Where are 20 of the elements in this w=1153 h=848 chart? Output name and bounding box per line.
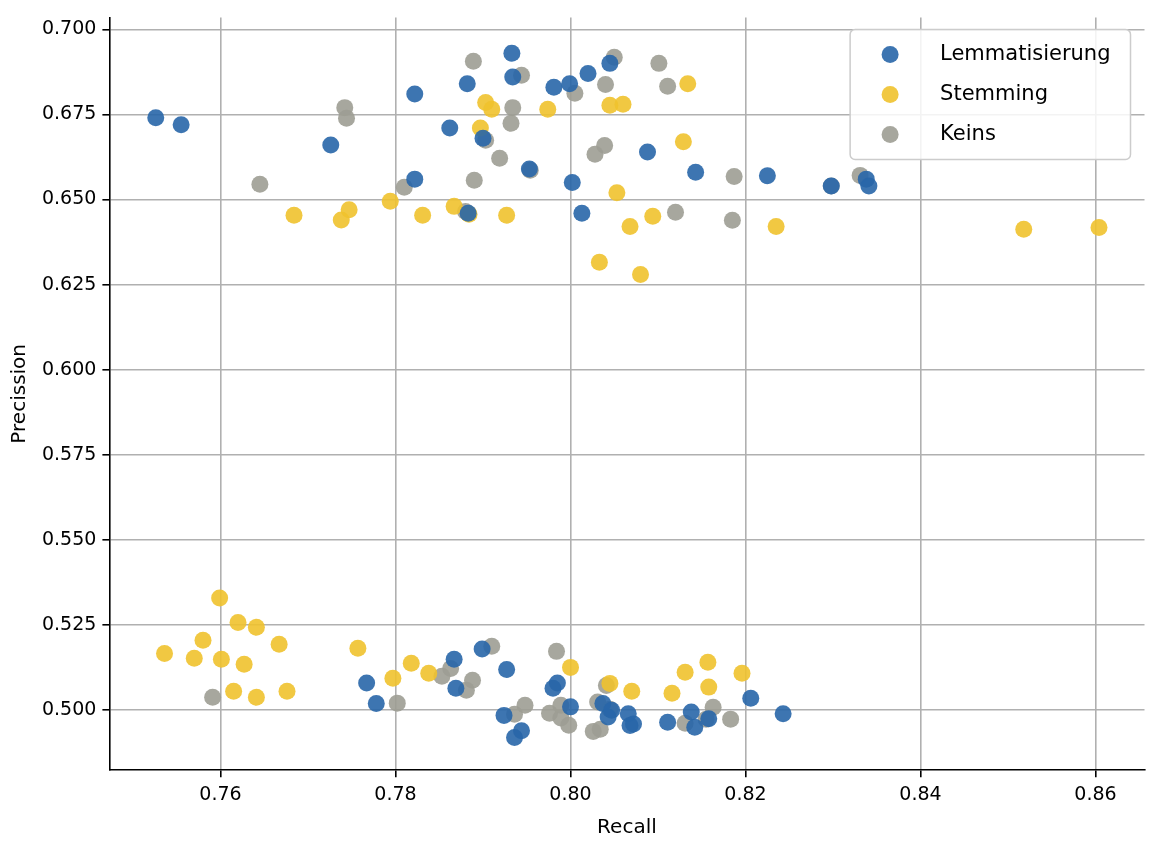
y-tick-label: 0.575	[41, 441, 97, 464]
y-tick-label: 0.625	[41, 271, 97, 294]
x-axis-title: Recall	[597, 814, 657, 839]
x-tick-label: 0.84	[899, 781, 942, 804]
y-tick-label: 0.600	[41, 356, 97, 379]
x-tick-label: 0.86	[1074, 781, 1117, 804]
y-tick-label: 0.550	[41, 526, 97, 549]
y-tick-label: 0.650	[41, 186, 97, 209]
x-tick-label: 0.78	[374, 781, 417, 804]
y-axis-title: Precission	[6, 343, 31, 444]
x-tick-label: 0.80	[549, 781, 592, 804]
legend-label: Stemming	[940, 80, 1048, 105]
legend-label: Keins	[940, 120, 996, 145]
legend-label: Lemmatisierung	[940, 40, 1111, 65]
x-tick-label: 0.82	[724, 781, 767, 804]
y-tick-label: 0.525	[41, 612, 97, 635]
x-tick-label: 0.76	[199, 781, 242, 804]
y-tick-label: 0.675	[41, 101, 97, 124]
y-tick-label: 0.700	[41, 16, 97, 39]
y-tick-label: 0.500	[41, 697, 97, 720]
